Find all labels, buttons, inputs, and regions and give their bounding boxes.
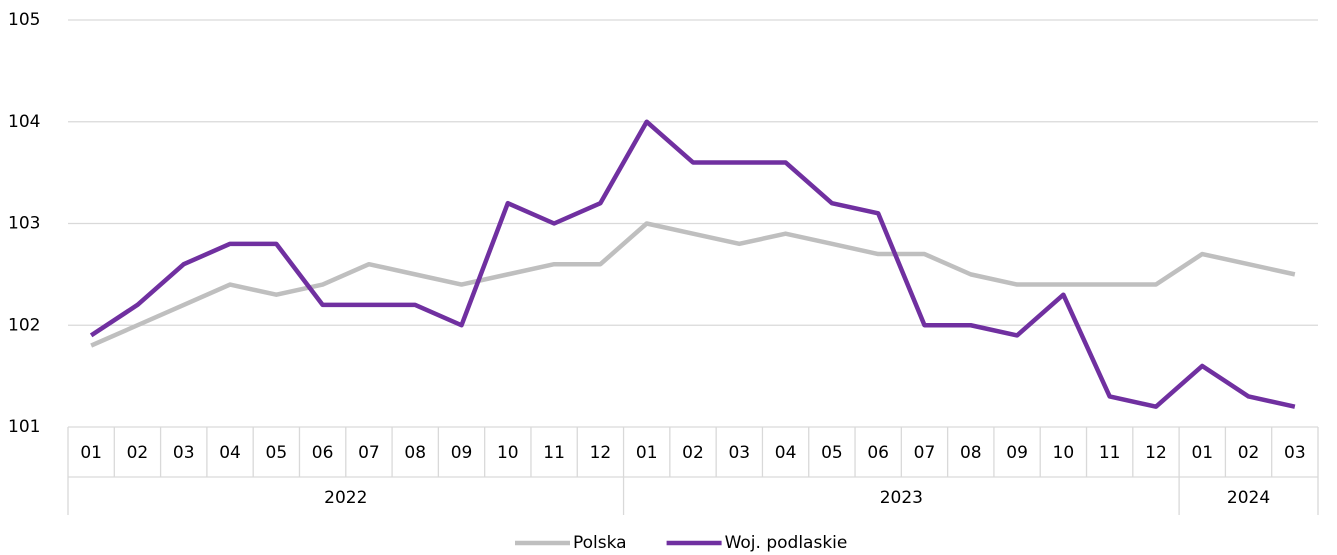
y-tick-label: 103 [8, 214, 40, 234]
x-tick-label: 02 [682, 443, 704, 463]
x-tick-label: 12 [1145, 443, 1167, 463]
x-tick-label: 09 [451, 443, 473, 463]
x-tick-label: 10 [497, 443, 519, 463]
x-tick-label: 05 [266, 443, 288, 463]
x-tick-label: 03 [173, 443, 195, 463]
x-tick-label: 06 [312, 443, 334, 463]
y-tick-label: 101 [8, 417, 40, 437]
x-tick-label: 12 [590, 443, 612, 463]
y-tick-label: 102 [8, 315, 40, 335]
x-tick-label: 07 [914, 443, 936, 463]
x-tick-label: 02 [1238, 443, 1260, 463]
x-tick-label: 04 [775, 443, 797, 463]
x-group-label: 2023 [880, 488, 923, 508]
x-tick-label: 05 [821, 443, 843, 463]
x-tick-label: 08 [960, 443, 982, 463]
x-tick-label: 02 [127, 443, 149, 463]
x-tick-label: 08 [404, 443, 426, 463]
x-tick-label: 10 [1053, 443, 1075, 463]
legend-label: Polska [573, 533, 627, 553]
series-line [89, 119, 1296, 409]
x-tick-label: 07 [358, 443, 380, 463]
x-tick-label: 06 [867, 443, 889, 463]
x-tick-label: 09 [1006, 443, 1028, 463]
x-tick-label: 01 [80, 443, 102, 463]
x-tick-label: 01 [636, 443, 658, 463]
x-tick-label: 03 [728, 443, 750, 463]
series-line [90, 221, 1296, 348]
x-tick-label: 04 [219, 443, 241, 463]
x-tick-label: 03 [1284, 443, 1306, 463]
legend-label: Woj. podlaskie [725, 533, 848, 553]
y-tick-label: 105 [8, 10, 40, 30]
x-tick-label: 01 [1191, 443, 1213, 463]
x-group-label: 2024 [1227, 488, 1270, 508]
x-tick-label: 11 [1099, 443, 1121, 463]
x-tick-label: 11 [543, 443, 565, 463]
x-group-label: 2022 [324, 488, 367, 508]
y-tick-label: 104 [8, 112, 40, 132]
